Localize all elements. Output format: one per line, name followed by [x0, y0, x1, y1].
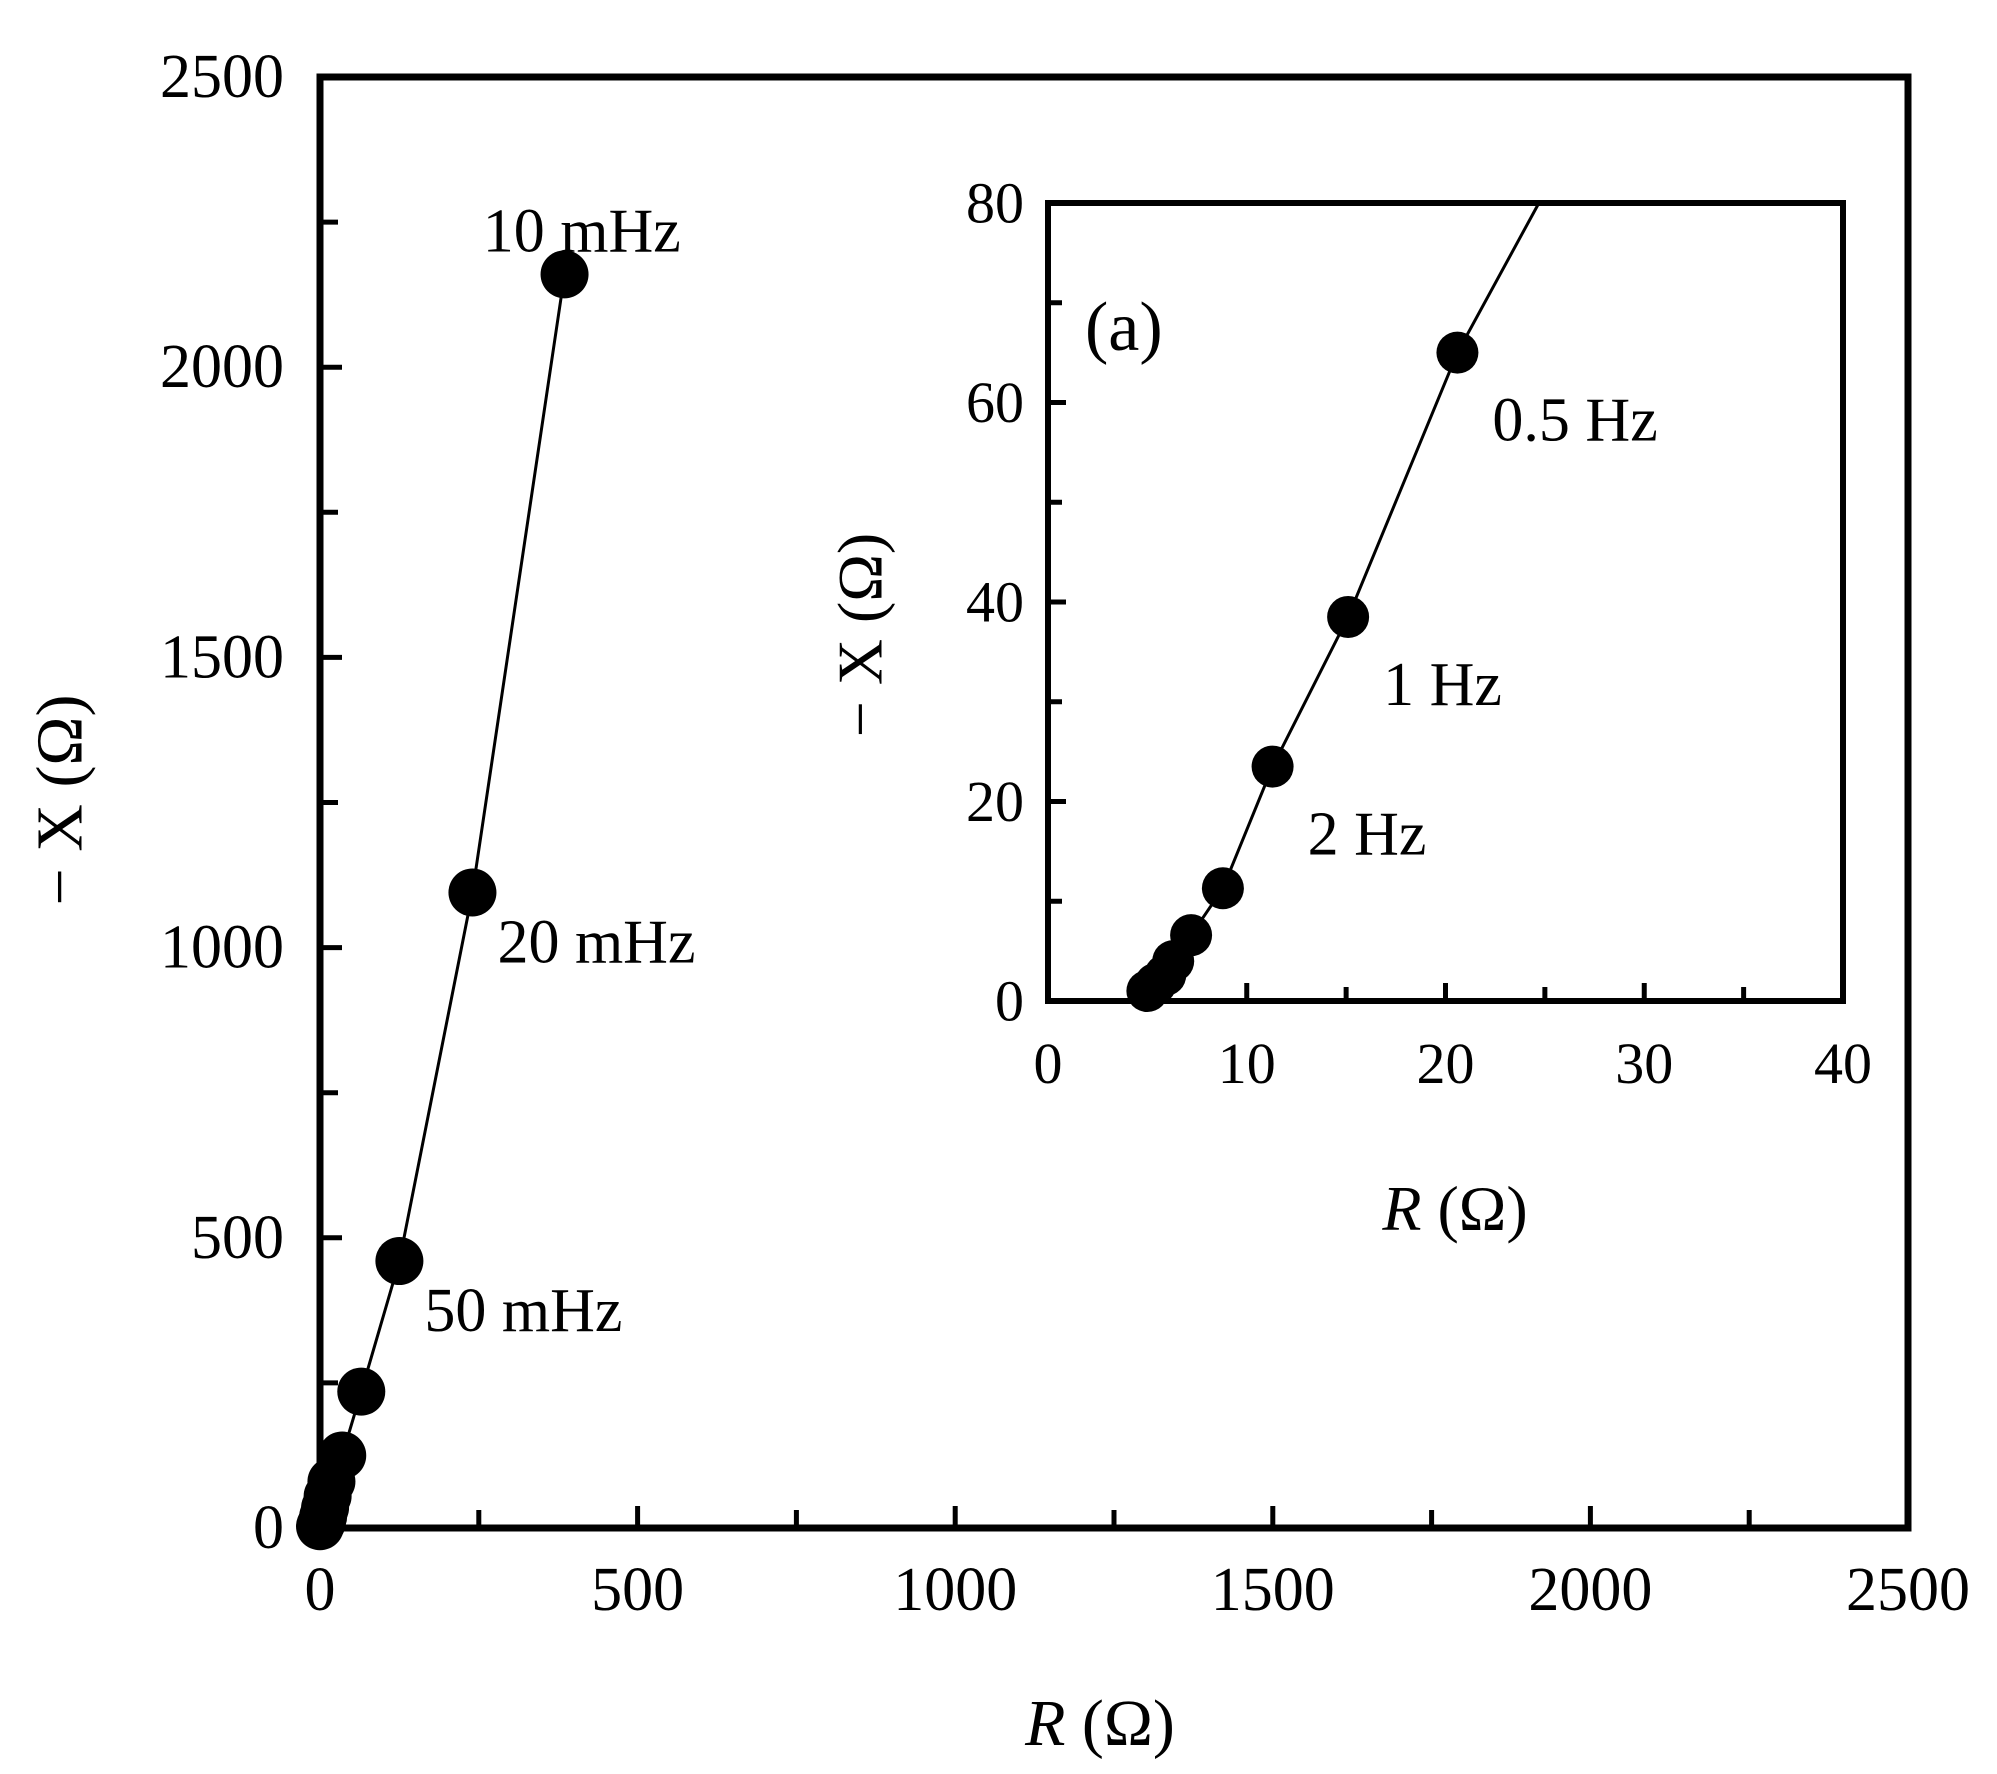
inset-plot: 0 10 20 30 40 0 20 40 60 80 R (Ω) − X (Ω) 0.5 Hz 1 Hz… [825, 171, 1873, 1245]
data-point [1436, 331, 1479, 374]
y-axis-title: − X (Ω) [825, 533, 896, 738]
inset-background [1048, 203, 1843, 1001]
y-tick-label: 20 [966, 769, 1024, 834]
data-point [448, 868, 497, 917]
y-axis-title: − X (Ω) [24, 695, 97, 906]
x-axis-unit: (Ω) [1065, 1687, 1175, 1760]
x-tick-label: 10 [1218, 1031, 1276, 1096]
y-tick-label: 60 [966, 370, 1024, 435]
y-tick-label: 0 [995, 969, 1024, 1034]
inset-frame [1045, 200, 1846, 1004]
x-axis-variable: R [1381, 1173, 1421, 1244]
main-plot: 0 500 1000 1500 2000 250005001000150020002500… [24, 43, 1971, 1760]
plot-frame [316, 73, 1912, 1532]
x-axis-title: R (Ω) [1024, 1687, 1175, 1760]
x-tick-label: 2000 [1528, 1556, 1652, 1624]
y-tick-label: 80 [966, 171, 1024, 236]
data-point [1327, 595, 1370, 638]
frequency-label: 20 mHz [497, 908, 695, 976]
y-tick-label: 2000 [160, 333, 284, 401]
x-axis-title: R (Ω) [1381, 1173, 1527, 1244]
data-point [337, 1367, 386, 1416]
panel-label: (a) [1085, 289, 1163, 366]
x-axis-variable: R [1024, 1687, 1065, 1760]
y-tick-label: 2500 [160, 43, 284, 111]
y-tick-label: 40 [966, 570, 1024, 635]
data-point [375, 1237, 424, 1286]
x-tick-label: 0 [1034, 1031, 1063, 1096]
data-point [540, 250, 589, 299]
x-tick-label: 2500 [1846, 1556, 1970, 1624]
frequency-label: 10 mHz [483, 197, 681, 265]
x-axis-unit: (Ω) [1421, 1173, 1527, 1244]
y-tick-label: 1000 [160, 914, 284, 982]
data-point [1201, 867, 1244, 910]
x-tick-label: 1000 [893, 1556, 1017, 1624]
y-tick-label: 500 [191, 1204, 284, 1272]
data-point [1251, 745, 1294, 788]
frequency-label: 1 Hz [1383, 651, 1502, 719]
frequency-label: 50 mHz [424, 1277, 622, 1345]
frequency-label: 0.5 Hz [1492, 387, 1657, 455]
y-tick-label: 1500 [160, 623, 284, 691]
y-tick-label: 0 [253, 1494, 284, 1562]
x-tick-label: 500 [591, 1556, 684, 1624]
x-tick-label: 0 [305, 1556, 336, 1624]
data-point [1170, 914, 1213, 957]
x-tick-label: 30 [1615, 1031, 1673, 1096]
x-tick-label: 1500 [1211, 1556, 1335, 1624]
frequency-label: 2 Hz [1308, 801, 1427, 869]
data-point [318, 1431, 367, 1480]
x-tick-label: 40 [1814, 1031, 1872, 1096]
x-tick-label: 20 [1417, 1031, 1475, 1096]
